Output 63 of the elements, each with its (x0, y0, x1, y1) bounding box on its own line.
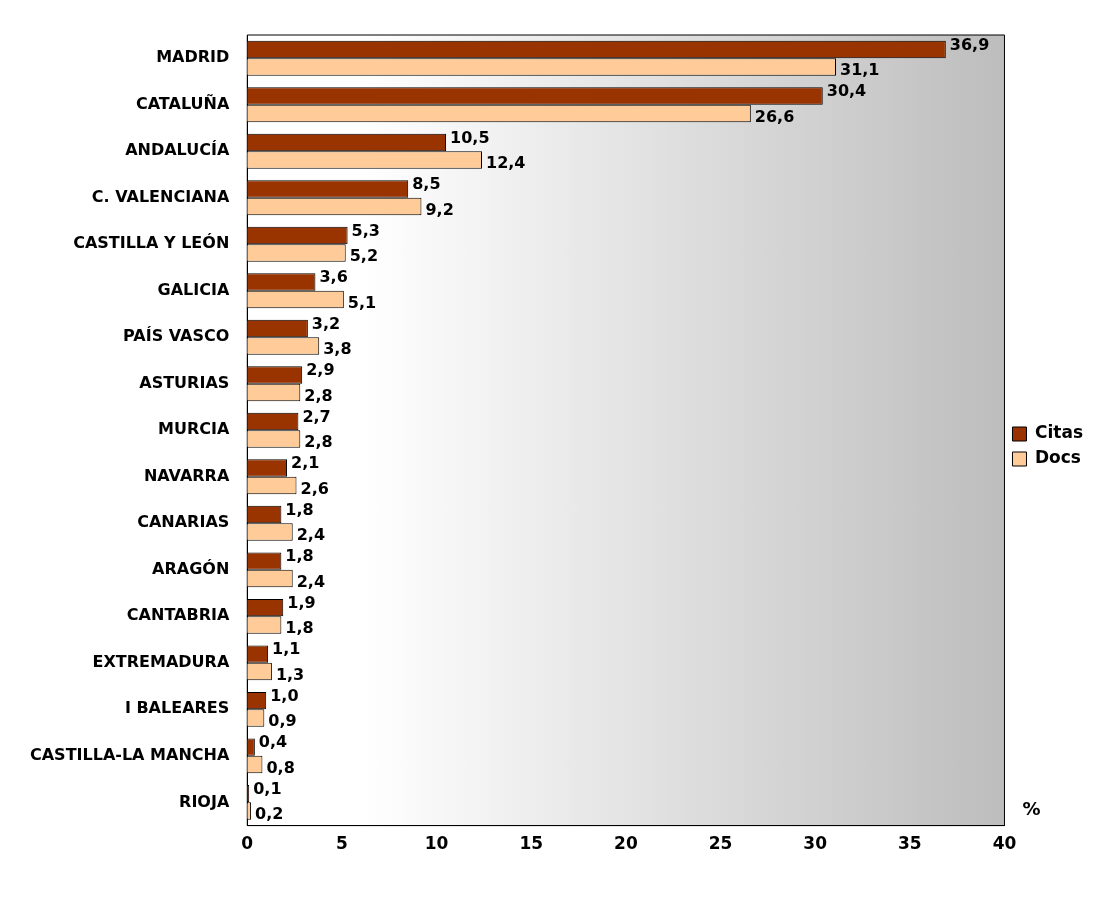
data-label: 2,9 (306, 360, 335, 380)
data-label: 5,3 (351, 220, 380, 240)
y-tick-label: I BALEARES (124, 698, 230, 718)
y-tick-label: MURCIA (157, 419, 230, 439)
y-tick-label: PAÍS VASCO (123, 326, 230, 346)
data-label: 31,1 (840, 60, 880, 80)
data-label: 2,8 (304, 432, 333, 452)
y-tick-label: GALICIA (157, 279, 230, 299)
data-label: 2,7 (302, 406, 331, 426)
x-tick-label: 30 (803, 833, 828, 854)
legend-label: Docs (1034, 447, 1081, 468)
x-tick-label: 35 (898, 833, 922, 854)
x-tick-label: 15 (519, 833, 544, 854)
data-label: 0,4 (258, 732, 288, 752)
x-axis-title: % (1022, 798, 1041, 820)
data-label: 1,0 (270, 685, 299, 705)
data-label: 2,1 (291, 453, 320, 473)
data-label: 1,8 (285, 546, 314, 566)
x-tick-label: 5 (336, 833, 348, 854)
data-label: 12,4 (486, 153, 526, 173)
data-label: 9,2 (425, 199, 454, 219)
data-label: 1,3 (275, 664, 305, 684)
data-label: 0,9 (268, 711, 297, 731)
data-label: 3,6 (319, 267, 348, 287)
y-tick-label: RIOJA (179, 791, 230, 811)
y-tick-label: CASTILLA-LA MANCHA (29, 745, 230, 764)
data-label: 1,8 (285, 499, 314, 519)
data-label: 5,2 (349, 246, 379, 266)
data-label: 0,1 (253, 778, 282, 798)
data-label: 5,1 (347, 292, 377, 312)
x-tick-label: 40 (992, 833, 1017, 854)
y-tick-label: CANARIAS (137, 512, 230, 532)
x-tick-label: 0 (241, 833, 254, 854)
data-label: 30,4 (826, 81, 867, 101)
y-tick-label: EXTREMADURA (92, 651, 230, 671)
data-label: 3,2 (311, 313, 341, 333)
x-tick-label: 25 (708, 833, 733, 854)
y-tick-label: C. VALENCIANA (91, 186, 230, 206)
data-label: 1,1 (272, 639, 301, 659)
data-label: 10,5 (450, 127, 490, 147)
data-label: 0,8 (266, 757, 295, 777)
data-label: 3,8 (323, 339, 352, 359)
y-tick-label: ANDALUCÍA (125, 140, 230, 160)
y-tick-label: ASTURIAS (139, 372, 230, 392)
y-tick-label: CATALUÑA (135, 93, 230, 113)
data-label: 0,2 (255, 804, 284, 824)
legend-label: Citas (1034, 422, 1084, 443)
data-label: 2,4 (296, 525, 326, 545)
y-tick-label: CASTILLA Y LEÓN (73, 233, 230, 253)
data-label: 2,6 (300, 478, 329, 498)
data-label: 1,9 (287, 592, 316, 612)
data-label: 1,8 (285, 618, 314, 638)
y-tick-label: NAVARRA (143, 465, 230, 485)
y-tick-label: ARAGÓN (152, 558, 230, 578)
data-label: 2,8 (304, 385, 333, 405)
data-label: 2,4 (296, 571, 326, 591)
x-tick-label: 10 (424, 833, 449, 854)
data-label: 8,5 (412, 174, 441, 194)
y-tick-label: MADRID (156, 47, 230, 67)
data-label: 26,6 (754, 106, 795, 126)
y-tick-label: CANTABRIA (126, 605, 230, 625)
data-label: 36,9 (949, 34, 990, 54)
x-tick-label: 20 (614, 833, 638, 854)
